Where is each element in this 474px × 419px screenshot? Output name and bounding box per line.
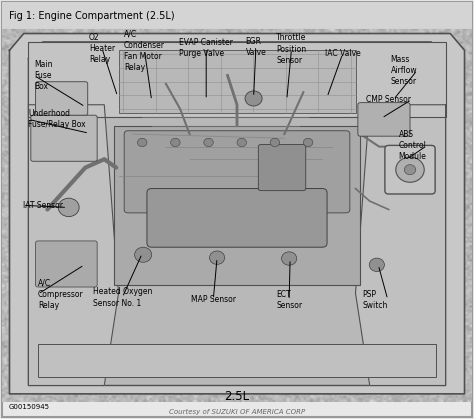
Text: Main
Fuse
Box: Main Fuse Box <box>34 60 53 91</box>
Text: IAC Valve: IAC Valve <box>325 49 361 58</box>
Circle shape <box>171 138 180 147</box>
Bar <box>2 29 472 402</box>
Text: Fig 1: Engine Compartment (2.5L): Fig 1: Engine Compartment (2.5L) <box>9 10 175 21</box>
Text: ECT
Sensor: ECT Sensor <box>276 290 302 310</box>
Text: Heated Oxygen
Sensor No. 1: Heated Oxygen Sensor No. 1 <box>92 287 152 308</box>
Circle shape <box>303 138 313 147</box>
Text: 2.5L: 2.5L <box>224 390 250 403</box>
Circle shape <box>210 251 225 264</box>
Text: Underhood
Fuse/Relay Box: Underhood Fuse/Relay Box <box>28 109 86 129</box>
Text: Throttle
Position
Sensor: Throttle Position Sensor <box>276 34 307 65</box>
Circle shape <box>270 138 280 147</box>
Circle shape <box>369 258 384 272</box>
Text: Mass
Airflow
Sensor: Mass Airflow Sensor <box>391 55 417 86</box>
FancyBboxPatch shape <box>147 189 327 247</box>
Text: O2
Heater
Relay: O2 Heater Relay <box>89 33 115 64</box>
FancyBboxPatch shape <box>31 115 97 161</box>
Circle shape <box>58 198 79 217</box>
FancyBboxPatch shape <box>385 145 435 194</box>
FancyBboxPatch shape <box>124 131 350 213</box>
Text: A/C
Compressor
Relay: A/C Compressor Relay <box>38 279 84 310</box>
Circle shape <box>245 91 262 106</box>
Circle shape <box>204 138 213 147</box>
Circle shape <box>404 165 416 175</box>
FancyBboxPatch shape <box>36 82 88 115</box>
Circle shape <box>282 252 297 265</box>
Text: PSP
Switch: PSP Switch <box>362 290 388 310</box>
Text: G00150945: G00150945 <box>9 404 49 410</box>
Circle shape <box>137 138 147 147</box>
Polygon shape <box>356 105 446 385</box>
Polygon shape <box>28 105 118 385</box>
FancyBboxPatch shape <box>36 241 97 287</box>
Text: Courtesy of SUZUKI OF AMERICA CORP: Courtesy of SUZUKI OF AMERICA CORP <box>169 409 305 414</box>
Polygon shape <box>9 34 465 394</box>
Text: IAT Sensor: IAT Sensor <box>23 201 63 210</box>
Bar <box>2 2 472 29</box>
FancyBboxPatch shape <box>258 145 306 191</box>
Text: ABS
Control
Module: ABS Control Module <box>399 130 427 161</box>
Bar <box>114 126 360 285</box>
Text: CMP Sensor: CMP Sensor <box>366 95 411 104</box>
Text: EVAP Canister
Purge Valve: EVAP Canister Purge Valve <box>179 38 233 58</box>
Bar <box>28 42 446 117</box>
Bar <box>118 50 356 113</box>
Circle shape <box>396 157 424 182</box>
Text: EGR
Valve: EGR Valve <box>246 37 266 57</box>
Text: A/C
Condenser
Fan Motor
Relay: A/C Condenser Fan Motor Relay <box>124 30 165 72</box>
Polygon shape <box>28 42 446 385</box>
Circle shape <box>237 138 246 147</box>
Circle shape <box>135 247 152 262</box>
FancyBboxPatch shape <box>358 103 410 136</box>
Bar <box>38 344 436 377</box>
Text: MAP Sensor: MAP Sensor <box>191 295 236 304</box>
